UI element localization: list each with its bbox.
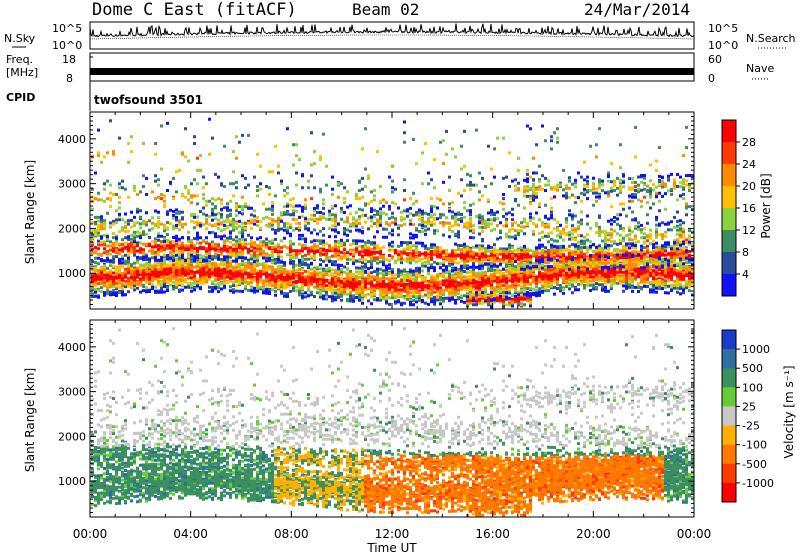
- velocity-panel: 4000 3000 2000 1000 Slant Range [km] 1000 50…: [23, 112, 796, 555]
- colorbar-segment: [722, 406, 736, 427]
- colorbar-tick-label: -1000: [742, 477, 774, 490]
- colorbar-tick-label: 500: [742, 362, 763, 375]
- y-tick-label: 4000: [58, 341, 86, 354]
- power-heatmap-cells: [91, 117, 694, 309]
- velocity-ylabel: Slant Range [km]: [23, 368, 37, 472]
- x-tick-label: 16:00: [475, 527, 510, 541]
- freq-frame: [89, 52, 695, 82]
- power-colorbar: 28 24 20 16 12 8 4: [721, 119, 756, 297]
- colorbar-segment: [722, 463, 736, 484]
- colorbar-tick-label: 100: [742, 381, 763, 394]
- velocity-y-axis: 4000 3000 2000 1000: [58, 323, 694, 514]
- x-tick-label: 12:00: [375, 527, 410, 541]
- x-tick-label: 04:00: [173, 527, 208, 541]
- nave-label: Nave: [746, 62, 774, 75]
- nsky-label: N.Sky: [4, 32, 36, 45]
- colorbar-segment: [722, 230, 736, 253]
- x-tick-label: 20:00: [576, 527, 611, 541]
- echo-cells: [364, 454, 664, 517]
- echo-cells: [91, 329, 694, 512]
- nave-right-tick-bottom: 0: [708, 72, 715, 85]
- colorbar-segment: [722, 330, 736, 350]
- colorbar-tick-label: 20: [742, 180, 756, 193]
- colorbar-tick-label: -100: [742, 439, 767, 452]
- nave-right-tick-top: 60: [708, 53, 722, 66]
- station-title: Dome C East (fitACF): [92, 0, 297, 20]
- nsky-left-tick-bottom: 10^0: [52, 39, 82, 52]
- nsky-left-tick-top: 10^5: [52, 22, 82, 35]
- colorbar-segment: [722, 186, 736, 209]
- echo-cells: [94, 117, 694, 309]
- y-tick-label: 1000: [58, 475, 86, 488]
- freq-unit-label: [MHz]: [6, 66, 38, 79]
- colorbar-segment: [722, 387, 736, 407]
- colorbar-tick-label: 12: [742, 224, 756, 237]
- nsky-trace: [89, 23, 695, 48]
- y-tick-label: 2000: [58, 430, 86, 443]
- nsky-frame: [89, 21, 695, 50]
- colorbar-segment: [722, 444, 736, 465]
- freq-label: Freq.: [6, 53, 33, 66]
- colorbar-segment: [722, 142, 736, 165]
- colorbar-tick-label: 25: [742, 400, 756, 413]
- nsky-right-tick-top: 10^5: [708, 22, 738, 35]
- y-tick-label: 3000: [58, 178, 86, 191]
- freq-left-tick-bottom: 8: [66, 72, 73, 85]
- colorbar-frame: [721, 329, 737, 503]
- colorbar-segment: [722, 120, 736, 143]
- colorbar-tick-label: 1000: [742, 343, 770, 356]
- y-tick-label: 2000: [58, 222, 86, 235]
- echo-cells: [91, 327, 694, 449]
- colorbar-segment: [722, 349, 736, 369]
- power-colorbar-label: Power [dB]: [759, 173, 773, 238]
- time-xlabel: Time UT: [366, 541, 417, 554]
- nsky-right-tick-bottom: 10^0: [708, 39, 738, 52]
- freq-band: [89, 68, 695, 75]
- power-y-axis: 4000 3000 2000 1000: [58, 115, 694, 306]
- colorbar-tick-label: 4: [742, 268, 749, 281]
- cpid-label: CPID: [6, 91, 35, 104]
- x-tick-label: 00:00: [73, 527, 108, 541]
- freq-panel: Freq. [MHz] 18 8 60 0 Nave CPID twofsoun…: [6, 52, 774, 111]
- power-panel: 4000 3000 2000 1000 Slant Range [km] 28 24 20…: [23, 111, 773, 310]
- beam-title: Beam 02: [352, 0, 419, 19]
- colorbar-tick-label: -25: [742, 420, 760, 433]
- freq-trace: [89, 56, 695, 75]
- colorbar-tick-label: 28: [742, 136, 756, 149]
- echo-cells: [91, 445, 694, 505]
- nsearch-trace: [90, 34, 694, 40]
- x-tick-label: 00:00: [677, 527, 712, 541]
- velocity-colorbar: 1000 500 100 25 -25 -100 -500 -1000: [721, 329, 774, 503]
- x-tick-label: 08:00: [274, 527, 309, 541]
- colorbar-segment: [722, 274, 736, 297]
- nsearch-label: N.Search: [746, 32, 796, 45]
- colorbar-segment: [722, 482, 736, 503]
- time-x-axis: 00:00 04:00 08:00 12:00 16:00 20:00 00:00: [73, 112, 712, 541]
- colorbar-segment: [722, 368, 736, 388]
- cpid-value: twofsound 3501: [94, 93, 203, 107]
- colorbar-segment: [722, 208, 736, 231]
- power-ylabel: Slant Range [km]: [23, 160, 37, 264]
- colorbar-tick-label: 8: [742, 246, 749, 259]
- colorbar-tick-label: -500: [742, 458, 767, 471]
- date-title: 24/Mar/2014: [584, 0, 690, 19]
- velocity-heatmap-cells: [91, 327, 694, 517]
- nsky-panel: N.Sky 10^5 10^0 10^5 10^0 N.Search: [4, 21, 796, 52]
- colorbar-tick-label: 24: [742, 158, 756, 171]
- velocity-colorbar-label: Velocity [m s⁻¹]: [782, 365, 796, 458]
- y-tick-label: 1000: [58, 267, 86, 280]
- colorbar-tick-label: 16: [742, 202, 756, 215]
- colorbar-segment: [722, 252, 736, 275]
- y-tick-label: 4000: [58, 133, 86, 146]
- colorbar-segment: [722, 164, 736, 187]
- colorbar-segment: [722, 425, 736, 446]
- freq-left-tick-top: 18: [62, 53, 76, 66]
- y-tick-label: 3000: [58, 386, 86, 399]
